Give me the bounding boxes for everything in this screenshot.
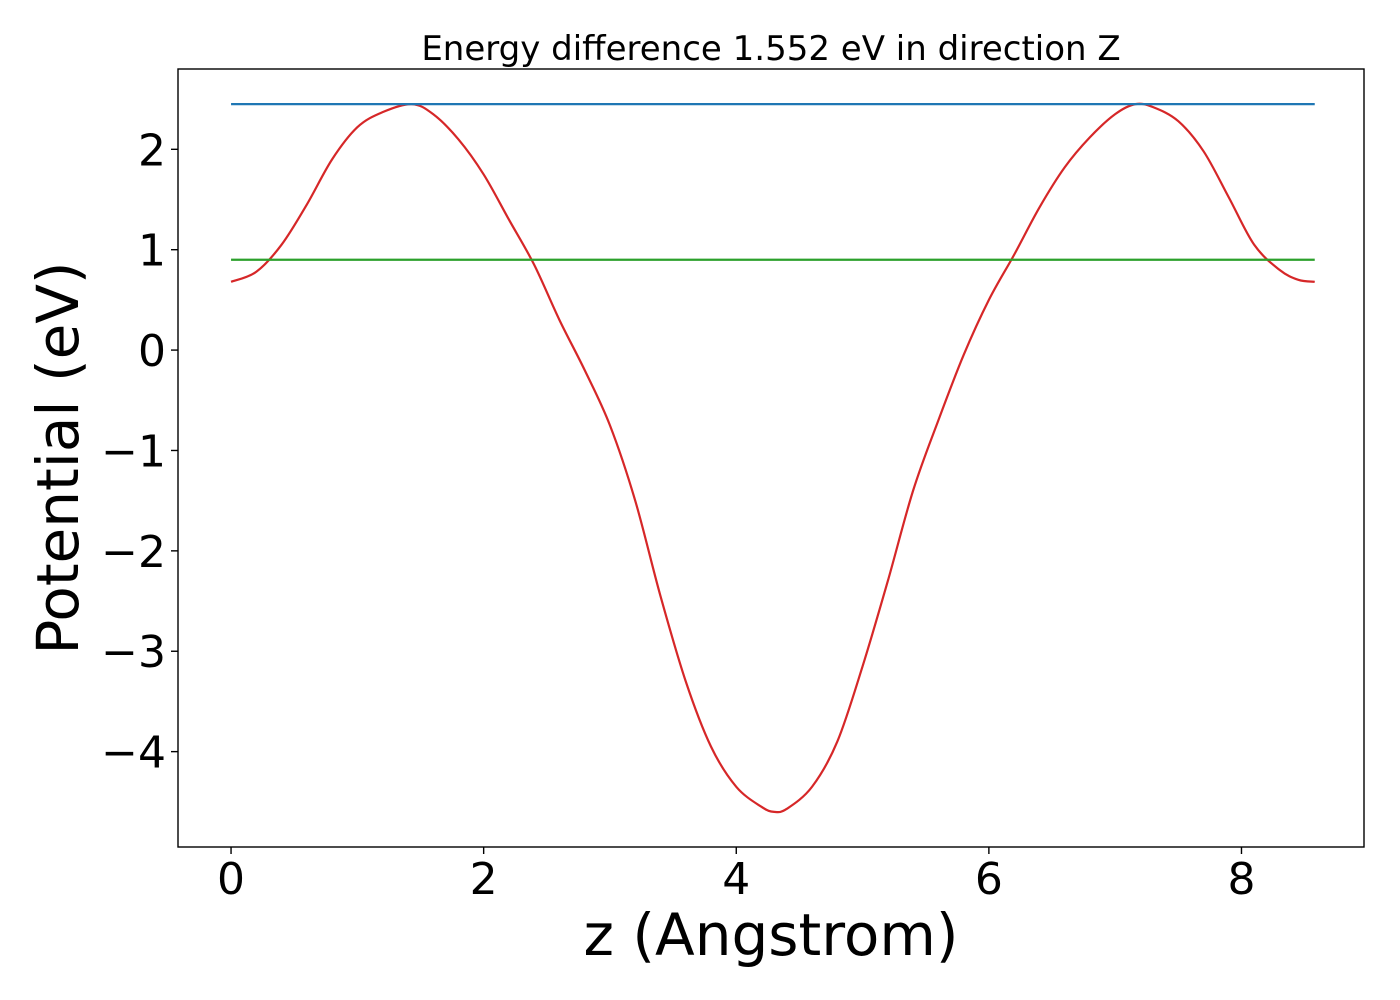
x-tick-label: 2 (470, 854, 498, 905)
y-tick-label: −1 (101, 426, 166, 477)
y-tick-label: −4 (101, 728, 166, 779)
y-tick-label: 1 (138, 226, 166, 277)
y-tick-label: 0 (138, 326, 166, 377)
plot-area (230, 102, 1315, 814)
potential-curve-line (230, 102, 1315, 814)
y-tick-label: 2 (138, 125, 166, 176)
x-tick-label: 4 (722, 854, 750, 905)
plot-frame (177, 68, 1365, 848)
x-tick-label: 8 (1227, 854, 1255, 905)
x-tick-label: 6 (975, 854, 1003, 905)
y-axis: 2 1 0 −1 −2 −3 −4 (101, 125, 178, 779)
y-tick-label: −2 (101, 527, 166, 578)
y-axis-label: Potential (eV) (24, 261, 92, 654)
x-tick-label: 0 (217, 854, 245, 905)
chart-title: Energy difference 1.552 eV in direction … (421, 29, 1120, 69)
x-axis: 0 2 4 6 8 (217, 847, 1255, 905)
x-axis-label: z (Angstrom) (584, 901, 959, 969)
y-tick-label: −3 (101, 627, 166, 678)
